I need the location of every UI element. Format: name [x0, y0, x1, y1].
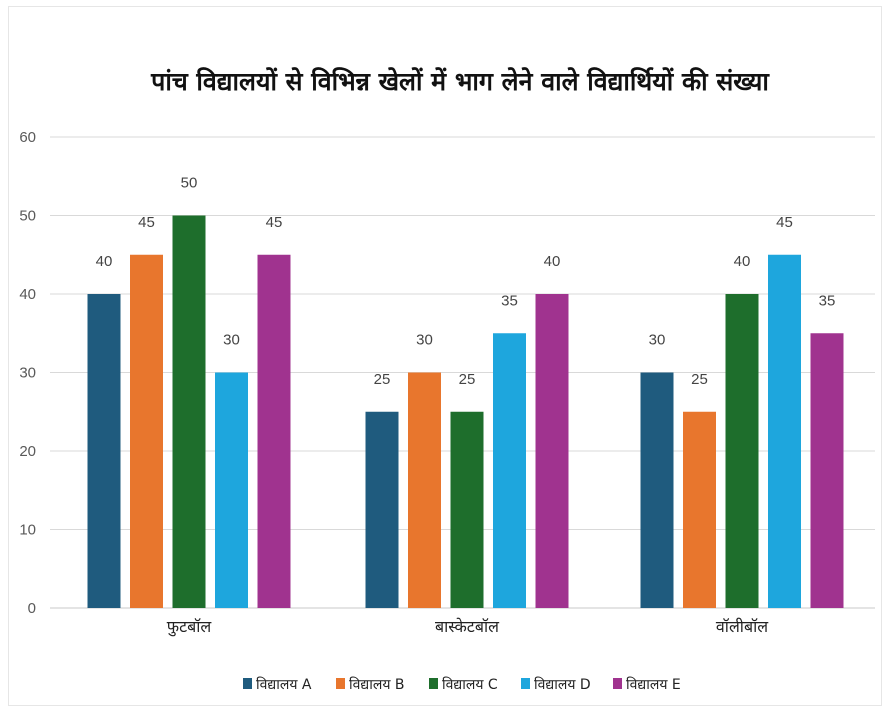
bar	[640, 372, 674, 608]
legend-label: विद्यालय C	[442, 676, 498, 693]
y-tick-label: 60	[19, 129, 36, 146]
bar	[725, 294, 759, 608]
bar	[535, 294, 569, 608]
legend-swatch	[336, 678, 345, 689]
y-tick-label: 20	[19, 443, 36, 460]
legend-swatch	[429, 678, 438, 689]
bar	[493, 333, 526, 608]
y-tick-label: 0	[28, 600, 36, 617]
y-tick-label: 10	[19, 522, 36, 539]
data-label: 30	[416, 332, 433, 349]
bar	[215, 372, 248, 608]
data-label: 45	[138, 214, 155, 231]
x-axis-categories: फुटबॉल बास्केटबॉल वॉलीबॉल	[167, 617, 769, 637]
y-tick-label: 30	[19, 365, 36, 382]
x-category-label: वॉलीबॉल	[716, 617, 769, 636]
bar	[172, 215, 206, 608]
y-axis-ticks: 0 10 20 30 40 50 60	[19, 129, 36, 617]
legend-label: विद्यालय D	[534, 676, 591, 693]
x-category-label: फुटबॉल	[167, 617, 213, 637]
bar	[365, 411, 399, 608]
bar	[130, 254, 163, 608]
legend-swatch	[521, 678, 530, 689]
bar	[450, 411, 484, 608]
data-label: 25	[691, 371, 708, 388]
data-labels: 40 25 30 45 30 25 50 25 40 30 35 45 45 40 35	[96, 175, 836, 388]
data-label: 40	[544, 253, 561, 270]
bar	[408, 372, 441, 608]
y-tick-label: 50	[19, 208, 36, 225]
data-label: 50	[181, 175, 198, 192]
legend-swatch	[613, 678, 622, 689]
bar	[87, 294, 121, 608]
data-label: 45	[266, 214, 283, 231]
data-label: 35	[501, 292, 518, 309]
data-label: 30	[223, 332, 240, 349]
chart-title: पांच विद्यालयों से विभिन्न खेलों में भाग…	[150, 67, 770, 96]
data-label: 25	[374, 371, 391, 388]
legend-swatch	[243, 678, 252, 689]
legend-label: विद्यालय A	[256, 676, 312, 693]
bar	[257, 254, 291, 608]
x-category-label: बास्केटबॉल	[435, 617, 500, 636]
data-label: 25	[459, 371, 476, 388]
bar	[768, 254, 801, 608]
data-label: 40	[96, 253, 113, 270]
bar	[683, 411, 716, 608]
bars	[87, 215, 844, 608]
y-tick-label: 40	[19, 286, 36, 303]
data-label: 40	[734, 253, 751, 270]
legend: विद्यालय A विद्यालय B विद्यालय C विद्यालय D…	[243, 676, 681, 693]
data-label: 45	[776, 214, 793, 231]
bar	[810, 333, 844, 608]
data-label: 30	[649, 332, 666, 349]
legend-label: विद्यालय E	[626, 676, 681, 693]
legend-label: विद्यालय B	[349, 676, 405, 693]
data-label: 35	[819, 292, 836, 309]
